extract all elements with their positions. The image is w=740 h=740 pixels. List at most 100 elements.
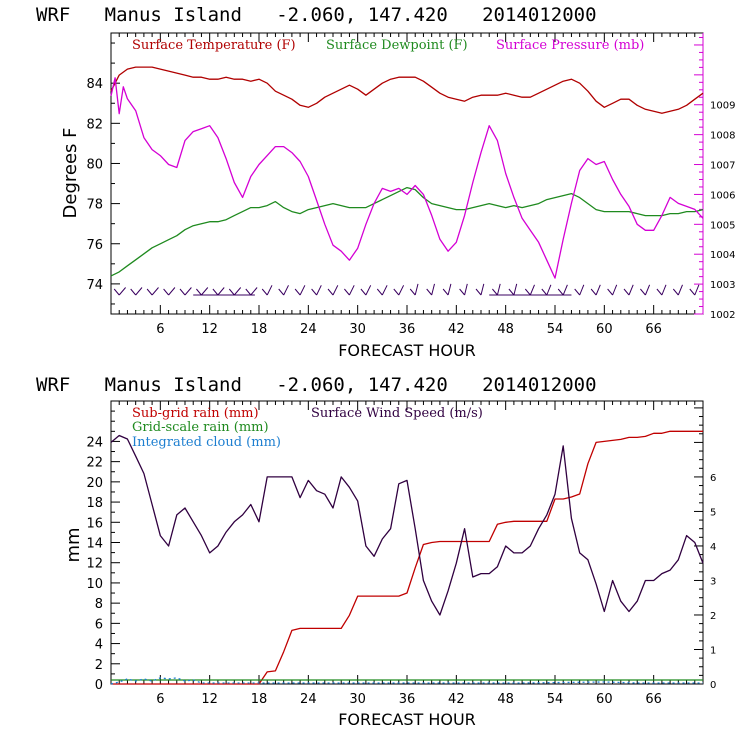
x-tick-label: 18 [251, 322, 268, 337]
wind-barb [689, 284, 700, 296]
wind-barb [607, 284, 618, 296]
wind-barb [196, 287, 209, 296]
x-tick-label: 42 [448, 322, 465, 337]
y-tick-label: 12 [86, 557, 103, 572]
bottom-legend: Sub-grid rain (mm) Grid-scale rain (mm) … [132, 406, 483, 450]
y2-tick-label: 1005 [710, 220, 735, 231]
wind-barb [492, 283, 501, 296]
wind-barb [541, 284, 552, 296]
wind-barb [294, 285, 306, 296]
x-tick-label: 12 [201, 322, 218, 337]
y2-tick-label: 6 [710, 473, 716, 484]
y-tick-label: 16 [86, 516, 103, 531]
wind-barb [245, 287, 258, 296]
bottom-y-axis-label: mm [63, 527, 84, 562]
top-y-axis-label: Degrees F [60, 128, 81, 219]
y2-tick-label: 1009 [710, 101, 735, 112]
top-legend: Surface Temperature (F) Surface Dewpoint… [132, 38, 644, 53]
y-tick-label: 24 [86, 435, 103, 450]
wind-barb [524, 284, 535, 296]
legend-surface-wind-speed: Surface Wind Speed (m/s) [311, 406, 483, 421]
wind-barb [393, 285, 405, 296]
y-tick-label: 76 [86, 238, 103, 253]
x-tick-label: 54 [547, 692, 564, 707]
y2-tick-label: 4 [710, 542, 716, 553]
y2-tick-label: 1004 [710, 250, 735, 261]
legend-surface-pressure: Surface Pressure (mb) [496, 38, 644, 53]
x-tick-label: 54 [547, 322, 564, 337]
y-tick-label: 84 [86, 77, 103, 92]
y2-tick-label: 1008 [710, 131, 735, 142]
y-tick-label: 82 [86, 117, 103, 132]
y2-tick-label: 1003 [710, 280, 735, 291]
surface-wind-speed-line [110, 434, 704, 616]
x-tick-label: 60 [596, 322, 613, 337]
wind-barb [656, 284, 667, 296]
y-tick-label: 80 [86, 157, 103, 172]
y-tick-label: 14 [86, 537, 103, 552]
top-y2-axis: 1002 1003 1004 1005 1006 1007 1008 1009 [694, 36, 735, 321]
x-tick-label: 30 [349, 322, 366, 337]
y-tick-label: 20 [86, 476, 103, 491]
x-tick-label: 24 [300, 692, 317, 707]
y-tick-label: 6 [95, 617, 103, 632]
wind-barb [311, 285, 322, 296]
wind-barb [442, 283, 452, 296]
wind-barb [426, 283, 435, 296]
bottom-x-axis: 6 12 18 24 30 36 42 48 54 60 66 [118, 401, 696, 707]
top-y-axis: 74 76 78 80 82 84 [86, 42, 120, 305]
surface-temperature-line [110, 66, 704, 114]
y2-tick-label: 5 [710, 507, 716, 518]
x-tick-label: 48 [497, 322, 514, 337]
y-tick-label: 18 [86, 496, 103, 511]
wind-barb [590, 284, 601, 296]
wind-barb [228, 287, 242, 296]
bottom-chart-title: WRF Manus Island -2.060, 147.420 2014012… [36, 374, 597, 396]
wind-barb [163, 287, 176, 296]
surface-dewpoint-line [110, 186, 704, 277]
legend-surface-temperature: Surface Temperature (F) [132, 38, 296, 53]
y-tick-label: 10 [86, 577, 103, 592]
bottom-x-axis-label: FORECAST HOUR [338, 710, 476, 729]
x-tick-label: 36 [399, 692, 416, 707]
x-tick-label: 48 [497, 692, 514, 707]
x-tick-label: 6 [156, 322, 164, 337]
wind-barb [261, 285, 273, 296]
wind-barb [574, 284, 585, 296]
wind-barb [278, 285, 289, 296]
wind-barb [130, 287, 143, 296]
y-tick-label: 74 [86, 278, 103, 293]
y2-tick-label: 1007 [710, 161, 735, 172]
subgrid-rain-line [111, 430, 703, 685]
y2-tick-label: 1006 [710, 190, 735, 201]
top-x-axis: 6 12 18 24 30 36 42 48 54 60 66 [118, 33, 696, 337]
top-chart-title: WRF Manus Island -2.060, 147.420 2014012… [36, 4, 597, 26]
x-tick-label: 66 [645, 692, 662, 707]
legend-surface-dewpoint: Surface Dewpoint (F) [326, 38, 468, 53]
wind-barb [557, 284, 568, 296]
top-series-lines [110, 66, 704, 279]
wind-barb [212, 287, 225, 296]
top-panel: WRF Manus Island -2.060, 147.420 2014012… [36, 4, 735, 360]
x-tick-label: 36 [399, 322, 416, 337]
wind-barb [672, 284, 683, 296]
wind-barb [409, 283, 419, 296]
bottom-panel: WRF Manus Island -2.060, 147.420 2014012… [36, 374, 716, 729]
wind-barb [179, 287, 192, 296]
x-tick-label: 30 [349, 692, 366, 707]
x-tick-label: 66 [645, 322, 662, 337]
y-tick-label: 0 [95, 678, 103, 693]
wind-barb [475, 283, 485, 296]
bottom-series-lines [110, 430, 704, 685]
y-tick-label: 22 [86, 456, 103, 471]
bottom-y2-axis: 0 1 2 3 4 5 6 [694, 407, 716, 691]
wind-barb [623, 284, 634, 296]
wind-barb [508, 283, 518, 296]
y-tick-label: 8 [95, 597, 103, 612]
top-x-axis-label: FORECAST HOUR [338, 341, 476, 360]
integrated-cloud-line [110, 677, 703, 685]
x-tick-label: 60 [596, 692, 613, 707]
wind-barb [376, 285, 388, 296]
